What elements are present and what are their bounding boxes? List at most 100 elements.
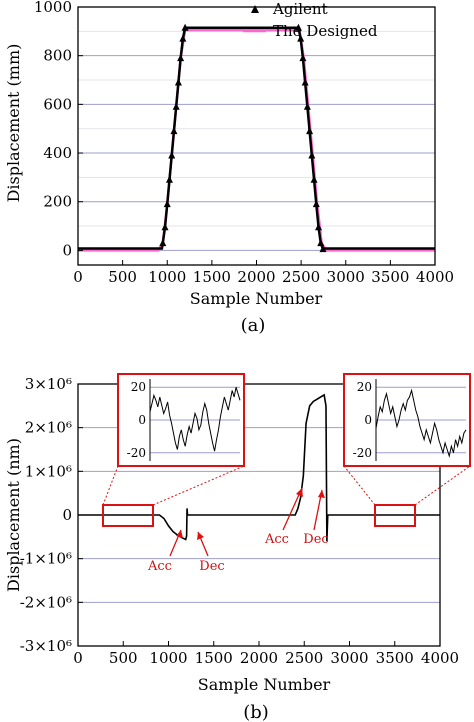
agilent-point bbox=[310, 175, 318, 183]
agilent-point bbox=[181, 23, 189, 31]
b-y-tick-label: 1×10⁶ bbox=[25, 462, 72, 480]
inset-y-tick-label: -20 bbox=[127, 446, 146, 460]
arrowhead-dec-1 bbox=[197, 532, 204, 540]
a-x-tick-label: 500 bbox=[108, 268, 137, 286]
a-series-agilent-markers bbox=[78, 23, 435, 253]
inset-y-tick-label: 20 bbox=[131, 380, 146, 394]
agilent-point bbox=[299, 54, 307, 62]
b-y-tick-label: 2×10⁶ bbox=[25, 419, 72, 437]
highlight-box-left bbox=[102, 504, 154, 527]
agilent-point bbox=[306, 127, 314, 135]
label-dec-1: Dec bbox=[199, 559, 224, 574]
a-x-axis-title: Sample Number bbox=[190, 289, 323, 308]
agilent-point bbox=[161, 223, 169, 231]
b-x-tick-label: 4000 bbox=[421, 649, 459, 667]
b-y-tick-labels: 3×10⁶ 2×10⁶ 1×10⁶ 0 -1×10⁶ -2×10⁶ -3×10⁶ bbox=[20, 375, 83, 655]
agilent-point bbox=[159, 239, 167, 247]
inset-y-tick-label: 20 bbox=[357, 380, 372, 394]
chart-a: 0 500 1000 1500 2000 2500 3000 3500 4000 0 200 400… bbox=[4, 0, 454, 336]
a-caption: (a) bbox=[241, 315, 266, 336]
agilent-point bbox=[179, 34, 187, 42]
label-dec-2: Dec bbox=[303, 532, 328, 547]
b-x-tick-label: 3000 bbox=[330, 649, 368, 667]
a-x-tick-label: 3500 bbox=[371, 268, 409, 286]
b-y-tick-label: -3×10⁶ bbox=[20, 637, 72, 655]
inset-series-line bbox=[375, 388, 467, 459]
a-y-tick-label: 0 bbox=[62, 241, 72, 259]
a-x-tick-label: 3000 bbox=[327, 268, 365, 286]
label-acc-1: Acc bbox=[147, 559, 172, 574]
b-y-tick-label: 3×10⁶ bbox=[25, 375, 72, 393]
annotations: Acc Dec Acc Dec bbox=[147, 487, 329, 574]
inset-y-tick-label: -20 bbox=[353, 446, 372, 460]
agilent-point bbox=[165, 175, 173, 183]
a-y-tick-label: 800 bbox=[43, 47, 72, 65]
agilent-point bbox=[303, 102, 311, 110]
agilent-point bbox=[312, 200, 320, 208]
a-legend: Agilent The Designed bbox=[243, 0, 378, 40]
a-x-tick-label: 2000 bbox=[237, 268, 275, 286]
agilent-point bbox=[297, 34, 305, 42]
chart-b: 0 500 1000 1500 2000 2500 3000 3500 4000 3×10⁶2×… bbox=[4, 373, 471, 722]
leader-line-right-1 bbox=[343, 465, 376, 506]
b-x-tick-label: 1000 bbox=[149, 649, 187, 667]
a-x-tick-label: 1000 bbox=[148, 268, 186, 286]
a-y-tick-label: 600 bbox=[43, 95, 72, 113]
legend-designed-label: The Designed bbox=[273, 22, 378, 40]
arrowhead-dec-2 bbox=[318, 490, 325, 498]
series-agilent-line bbox=[78, 26, 435, 251]
agilent-point bbox=[317, 239, 325, 247]
b-x-tick-label: 1500 bbox=[195, 649, 233, 667]
agilent-point bbox=[163, 200, 171, 208]
agilent-point bbox=[308, 151, 316, 159]
agilent-point bbox=[301, 78, 309, 86]
arrowhead-acc-1 bbox=[176, 530, 183, 538]
agilent-point bbox=[177, 54, 185, 62]
a-x-tick-label: 2500 bbox=[282, 268, 320, 286]
b-x-tick-label: 2500 bbox=[285, 649, 323, 667]
a-y-tick-label: 400 bbox=[43, 144, 72, 162]
agilent-point bbox=[315, 223, 323, 231]
leader-line-right-2 bbox=[414, 465, 471, 506]
agilent-point bbox=[174, 78, 182, 86]
series-designed-line bbox=[78, 28, 435, 252]
a-y-tick-label: 1000 bbox=[34, 0, 72, 16]
b-y-tick-label: -2×10⁶ bbox=[20, 593, 72, 611]
b-x-tick-label: 0 bbox=[73, 649, 83, 667]
legend-agilent-label: Agilent bbox=[272, 0, 328, 18]
inset-y-tick-label: 0 bbox=[138, 413, 146, 427]
b-x-axis-title: Sample Number bbox=[198, 675, 331, 694]
legend-triangle-icon bbox=[251, 5, 259, 13]
leader-line-left-1 bbox=[102, 465, 119, 506]
a-y-tick-label: 200 bbox=[43, 193, 72, 211]
highlight-box-right bbox=[374, 504, 416, 527]
arrowhead-acc-2 bbox=[296, 488, 303, 497]
agilent-point bbox=[294, 23, 302, 31]
b-y-tick-label: -1×10⁶ bbox=[20, 550, 72, 568]
agilent-point bbox=[168, 151, 176, 159]
agilent-point bbox=[172, 102, 180, 110]
label-acc-2: Acc bbox=[264, 532, 289, 547]
inset-series-line bbox=[149, 387, 241, 452]
series-displacement-line bbox=[78, 393, 440, 542]
b-x-tick-labels: 0 500 1000 1500 2000 2500 3000 3500 4000 bbox=[73, 641, 459, 667]
a-gridlines bbox=[78, 30, 435, 251]
b-x-tick-label: 2000 bbox=[240, 649, 278, 667]
inset-right: 20 0 -20 bbox=[343, 373, 471, 467]
leader-line-left-2 bbox=[152, 465, 245, 506]
inset-y-tick-label: 0 bbox=[364, 413, 372, 427]
a-y-tick-labels: 0 200 400 600 800 1000 bbox=[34, 0, 83, 259]
a-x-tick-label: 1500 bbox=[193, 268, 231, 286]
b-x-tick-label: 500 bbox=[109, 649, 138, 667]
b-caption: (b) bbox=[243, 702, 269, 722]
b-y-axis-title: Displacement (nm) bbox=[4, 438, 23, 592]
inset-left: 20 0 -20 bbox=[117, 373, 245, 467]
a-x-tick-label: 4000 bbox=[416, 268, 454, 286]
a-x-tick-label: 0 bbox=[73, 268, 83, 286]
b-x-tick-label: 3500 bbox=[376, 649, 414, 667]
agilent-point bbox=[170, 127, 178, 135]
a-x-tick-labels: 0 500 1000 1500 2000 2500 3000 3500 4000 bbox=[73, 260, 454, 286]
agilent-point bbox=[319, 245, 327, 253]
a-series-designed-line bbox=[78, 28, 435, 252]
